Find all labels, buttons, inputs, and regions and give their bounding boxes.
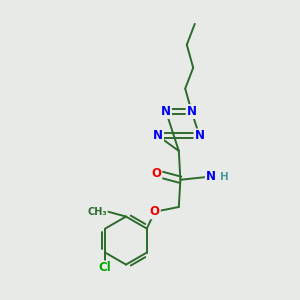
- Text: N: N: [161, 105, 171, 118]
- Text: O: O: [150, 205, 160, 218]
- Text: N: N: [206, 170, 216, 183]
- Text: N: N: [153, 129, 163, 142]
- Text: H: H: [220, 172, 229, 182]
- Text: N: N: [187, 105, 196, 118]
- Text: CH₃: CH₃: [87, 207, 107, 217]
- Text: N: N: [194, 129, 205, 142]
- Text: O: O: [152, 167, 161, 180]
- Text: Cl: Cl: [99, 261, 112, 274]
